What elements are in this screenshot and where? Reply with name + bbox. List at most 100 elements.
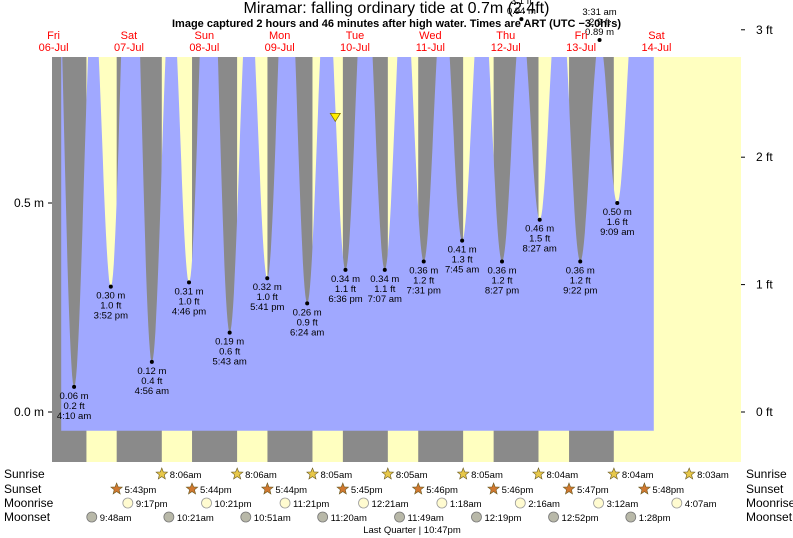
plot-area <box>52 57 741 462</box>
day-date-label: 07-Jul <box>114 42 144 54</box>
moonset-icon <box>163 511 175 523</box>
tide-point <box>265 276 270 281</box>
low-tide-label: 0.34 m1.1 ft7:07 am <box>368 274 402 305</box>
tide-time: 5:41 pm <box>250 302 284 313</box>
sunrise-time: 8:04am <box>622 470 654 481</box>
moonrise-time: 10:21pm <box>215 499 252 510</box>
sunset-icon <box>637 482 651 495</box>
sunrise-time: 8:05am <box>471 470 503 481</box>
sunset-icon <box>110 482 124 495</box>
day-date-label: 09-Jul <box>265 42 295 54</box>
tide-height-ft: 1.1 ft <box>374 284 395 295</box>
day-date-label: 12-Jul <box>491 42 521 54</box>
tide-height-ft: 0.2 ft <box>64 401 85 412</box>
tide-height-ft: 1.6 ft <box>607 217 628 228</box>
tide-height-m: 0.41 m <box>448 245 477 256</box>
low-tide-label: 0.30 m1.0 ft3:52 pm <box>94 291 128 322</box>
moonset-time: 9:48am <box>100 513 132 524</box>
moonset-time: 1:28pm <box>639 513 671 524</box>
sunset-time: 5:44pm <box>200 485 232 496</box>
day-date-label: 11-Jul <box>416 42 445 54</box>
sunrise-icon <box>230 467 244 480</box>
tide-point <box>597 37 602 42</box>
tide-height-m: 0.06 m <box>60 391 89 402</box>
low-tide-label: 0.46 m1.5 ft8:27 am <box>523 224 557 255</box>
moonset-time: 11:49am <box>408 513 444 524</box>
sunset-time: 5:44pm <box>275 485 307 496</box>
day-name-label: Mon <box>269 30 290 42</box>
tide-time: 8:27 pm <box>485 286 519 297</box>
day-date-label: 08-Jul <box>189 42 219 54</box>
tide-height-m: 0.46 m <box>525 224 554 235</box>
chart-subtitle: Image captured 2 hours and 46 minutes af… <box>172 18 621 30</box>
tide-height-ft: 1.2 ft <box>491 276 512 287</box>
moonset-row-label-right: Moonset <box>746 510 793 524</box>
sunset-time: 5:46pm <box>426 485 458 496</box>
low-tide-label: 0.06 m0.2 ft4:10 am <box>57 391 91 422</box>
low-tide-label: 0.36 m1.2 ft9:22 pm <box>563 266 597 297</box>
moonrise-row-label-right: Moonrise <box>746 496 793 510</box>
low-tide-label: 0.41 m1.3 ft7:45 am <box>445 245 479 276</box>
tide-time: 9:09 am <box>600 227 634 238</box>
moonrise-time: 9:17pm <box>136 499 168 510</box>
low-tide-label: 0.36 m1.2 ft7:31 pm <box>407 266 441 297</box>
tide-height-ft: 0.6 ft <box>219 347 240 358</box>
tide-height-m: 0.36 m <box>566 266 595 277</box>
sunrise-time: 8:05am <box>320 470 352 481</box>
tide-point <box>227 330 232 335</box>
day-date-label: 14-Jul <box>641 42 671 54</box>
tide-height-ft: 1.0 ft <box>178 296 199 307</box>
moonset-time: 10:51am <box>254 513 291 524</box>
moonrise-time: 3:12am <box>607 499 639 510</box>
day-name-label: Sun <box>195 30 215 42</box>
moonset-icon <box>317 511 329 523</box>
low-tide-label: 0.31 m1.0 ft4:46 pm <box>172 286 206 317</box>
tide-time: 9:22 pm <box>563 286 597 297</box>
moonset-icon <box>548 511 559 523</box>
tide-height-m: 0.50 m <box>603 207 632 218</box>
moonrise-time: 2:16am <box>528 499 560 510</box>
tide-height-m: 0.89 m <box>585 27 614 38</box>
moonrise-icon <box>436 497 448 509</box>
moonset-time: 10:21am <box>177 513 214 524</box>
left-axis-tick-label: 0.0 m <box>14 405 44 419</box>
moonrise-icon <box>671 497 683 509</box>
moonrise-icon <box>201 497 212 509</box>
sunrise-row-label-right: Sunrise <box>746 467 787 481</box>
tide-time: 4:56 am <box>135 386 169 397</box>
sunset-time: 5:45pm <box>351 485 383 496</box>
tide-time: 6:36 pm <box>328 294 362 305</box>
low-tide-label: 0.19 m0.6 ft5:43 am <box>213 337 247 368</box>
low-tide-label: 0.50 m1.6 ft9:09 am <box>600 207 634 238</box>
tide-height-ft: 2.9 ft <box>589 17 610 28</box>
day-name-label: Thu <box>496 30 515 42</box>
tide-height-m: 0.34 m <box>370 274 399 285</box>
tide-time: 6:24 am <box>290 327 324 338</box>
moonrise-icon <box>358 497 369 509</box>
sunset-time: 5:48pm <box>652 485 684 496</box>
sunset-icon <box>260 482 274 495</box>
tide-point <box>72 384 77 389</box>
left-axis-tick-label: 0.5 m <box>14 196 44 210</box>
high-tide-label: 3:31 am2.9 ft0.89 m <box>582 7 616 38</box>
tide-point <box>519 17 524 22</box>
tide-point <box>537 217 542 222</box>
sunset-row-label-left: Sunset <box>4 482 42 496</box>
sunrise-row-label-left: Sunrise <box>4 467 45 481</box>
tide-time: 3:31 am <box>582 7 616 18</box>
current-tide-marker <box>329 113 342 123</box>
moonset-icon <box>240 511 252 523</box>
tide-time: 4:46 pm <box>172 306 206 317</box>
tide-point <box>578 259 583 264</box>
moonrise-icon <box>514 497 526 509</box>
sunrise-icon <box>306 467 319 480</box>
low-tide-label: 0.36 m1.2 ft8:27 pm <box>485 266 519 297</box>
tide-time: 7:31 pm <box>407 286 441 297</box>
tide-height-ft: 1.1 ft <box>335 284 356 295</box>
tide-height-m: 0.34 m <box>331 274 360 285</box>
tide-point <box>305 301 310 306</box>
sunset-time: 5:46pm <box>502 485 534 496</box>
day-name-label: Sat <box>121 30 138 42</box>
tide-point <box>108 284 113 289</box>
